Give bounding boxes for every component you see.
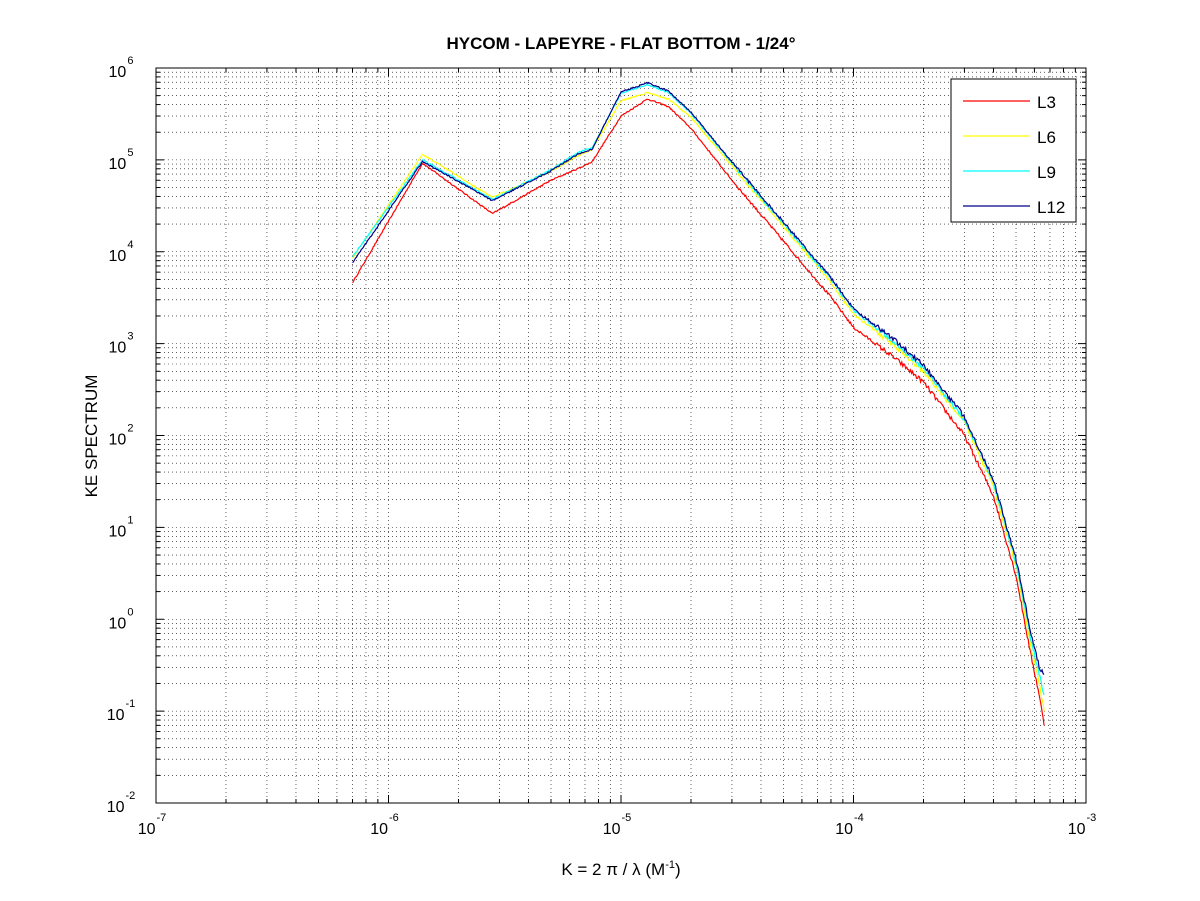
tick-labels: 10-7 10-6 10-5 10-4 10-3 10-2 10-1 100 101 102 103… (107, 55, 1097, 838)
chart-title: HYCOM - LAPEYRE - FLAT BOTTOM - 1/24° (446, 34, 795, 53)
legend-label-l6: L6 (1037, 128, 1056, 147)
grid (156, 68, 1086, 803)
ticks (156, 68, 1086, 803)
y-tick-label: 100 (109, 606, 134, 632)
y-tick-label: 10-2 (107, 790, 136, 816)
x-tick-label: 10-3 (1068, 812, 1097, 838)
y-tick-label: 102 (109, 423, 134, 449)
y-tick-label: 101 (109, 514, 134, 540)
x-tick-label: 10-4 (835, 812, 864, 838)
series-line-l6 (352, 91, 1045, 712)
y-tick-label: 105 (109, 147, 134, 173)
x-axis-label-main: K = 2 π / λ (M (561, 860, 665, 879)
series-line-l12 (352, 81, 1045, 675)
x-axis-label-end: ) (675, 860, 681, 879)
y-tick-label: 104 (109, 239, 134, 265)
legend-label-l9: L9 (1037, 163, 1056, 182)
y-tick-label: 106 (109, 55, 134, 81)
series-lines (352, 81, 1045, 726)
x-axis-label: K = 2 π / λ (M-1) (561, 859, 680, 879)
x-tick-label: 10-7 (138, 812, 167, 838)
legend-label-l3: L3 (1037, 93, 1056, 112)
y-tick-label: 103 (109, 331, 134, 357)
y-tick-label: 10-1 (107, 698, 136, 724)
x-tick-label: 10-5 (603, 812, 632, 838)
series-line-l3 (352, 98, 1045, 726)
legend: L3 L6 L9 L12 (950, 78, 1077, 223)
y-axis-label: KE SPECTRUM (82, 375, 101, 498)
legend-box (950, 78, 1077, 223)
x-axis-label-exponent: -1 (665, 859, 675, 871)
x-tick-label: 10-6 (370, 812, 399, 838)
legend-label-l12: L12 (1037, 198, 1065, 217)
